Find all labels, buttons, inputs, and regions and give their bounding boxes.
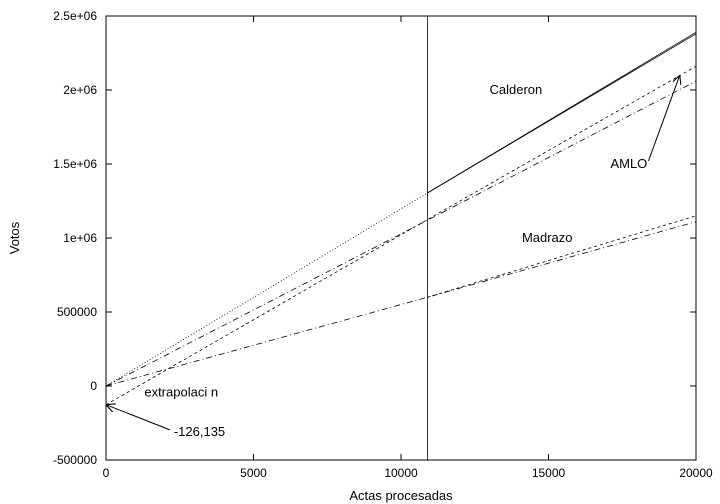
series-line-calderon-0 [105,192,428,387]
series-line-madrazo-6 [427,215,697,298]
y-tick-label: 2.5e+06 [53,9,97,23]
annotation-madrazo: Madrazo [522,230,573,245]
series-line-amlo-3 [105,65,697,406]
series-line-amlo-4 [105,80,697,387]
y-tick-label: 1e+06 [63,231,97,245]
y-tick-label: -500000 [53,453,97,467]
x-tick-label: 15000 [532,466,566,480]
y-ticks: -500000 0 500000 1e+06 1.5e+06 2e+06 2.5e+06 [53,9,696,467]
x-ticks: 0 5000 10000 15000 20000 [103,16,713,480]
y-tick-label: 500000 [57,305,97,319]
annotation-amlo: AMLO [610,156,647,171]
y-tick-label: 2e+06 [63,83,97,97]
x-axis-label: Actas procesadas [349,488,453,503]
x-tick-label: 0 [103,466,110,480]
x-tick-label: 10000 [384,466,418,480]
annotation-arrow-amlo [647,75,679,162]
x-tick-label: 5000 [240,466,267,480]
annotation-layer: Calderon AMLO Madrazo extrapolaci n -126,135 [106,75,680,439]
x-tick-label: 20000 [679,466,713,480]
annotation-arrow-intercept [106,405,171,431]
series-line-calderon-2 [427,31,697,194]
series-layer [105,31,697,406]
annotation-calderon: Calderon [490,82,543,97]
y-tick-label: 0 [90,379,97,393]
y-axis-label: Votos [7,221,22,254]
annotation-intercept: -126,135 [174,424,225,439]
annotation-extrapolacion: extrapolaci n [144,385,218,400]
y-tick-label: 1.5e+06 [53,157,97,171]
series-line-madrazo-5 [105,221,697,387]
